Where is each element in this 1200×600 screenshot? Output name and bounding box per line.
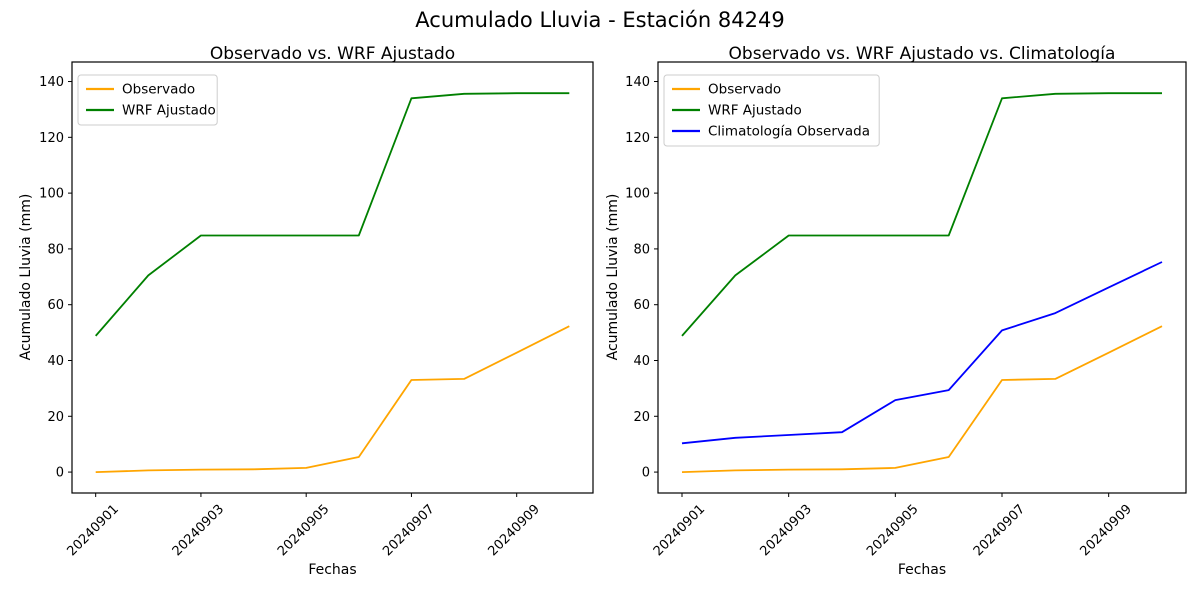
y-tick-label: 0 [56,466,64,481]
y-tick-label: 120 [625,131,650,146]
plot-border [71,61,594,494]
y-tick-label: 20 [47,410,64,425]
y-tick-label: 0 [642,466,650,481]
x-tick-label: 20240903 [170,502,227,559]
y-tick-label: 80 [633,242,650,257]
legend-label: WRF Ajustado [708,103,802,119]
x-tick-label: 20240901 [65,502,122,559]
y-tick-label: 40 [47,354,64,369]
x-tick-label: 20240905 [864,502,921,559]
legend-label: Observado [708,82,781,98]
x-axis-label: Fechas [897,562,947,578]
x-tick-label: 20240905 [275,502,332,559]
series-line-wrf-ajustado [95,92,570,337]
y-tick-label: 140 [39,75,64,90]
y-axis-label: Acumulado Lluvia (mm) [18,193,34,361]
series-line-climatolog-a-observada [681,261,1163,445]
subplot-observado-wrf-climatologia: 0 20 40 60 80 100 120 140 20240901 20240903 202409… [600,0,1200,600]
y-tick-label: 120 [39,131,64,146]
y-tick-label: 140 [625,75,650,90]
y-tick-label: 60 [633,298,650,313]
series-line-observado [681,325,1163,473]
legend-label: Observado [122,82,195,98]
y-tick-label: 60 [47,298,64,313]
x-axis-ticks: 20240901 20240903 20240905 20240907 20240909 [651,493,1135,559]
legend-frame [77,74,218,126]
y-tick-label: 100 [625,187,650,202]
x-tick-label: 20240901 [651,502,708,559]
legend-frame [663,74,880,147]
y-axis-ticks: 0 20 40 60 80 100 120 140 [39,75,72,481]
plot-border [657,61,1187,494]
series-line-observado [95,325,570,473]
series-line-wrf-ajustado [681,92,1162,337]
subplot-title: Observado vs. WRF Ajustado [209,44,456,64]
x-tick-label: 20240907 [971,502,1028,559]
legend-label: Climatología Observada [708,124,870,140]
x-tick-label: 20240907 [380,502,437,559]
figure-title: Acumulado Lluvia - Estación 84249 [415,8,785,32]
legend: Observado WRF Ajustado Climatología Observ… [663,74,880,147]
y-tick-label: 20 [633,410,650,425]
x-tick-label: 20240909 [486,502,543,559]
y-tick-label: 80 [47,242,64,257]
y-axis-ticks: 0 20 40 60 80 100 120 140 [625,75,658,481]
x-tick-label: 20240903 [757,502,814,559]
y-axis-label: Acumulado Lluvia (mm) [605,193,621,361]
x-axis-ticks: 20240901 20240903 20240905 20240907 20240909 [65,493,543,559]
x-tick-label: 20240909 [1077,502,1134,559]
subplot-title: Observado vs. WRF Ajustado vs. Climatolo… [728,44,1116,64]
y-tick-label: 40 [633,354,650,369]
y-tick-label: 100 [39,187,64,202]
legend: Observado WRF Ajustado [77,74,218,126]
x-axis-label: Fechas [308,562,357,578]
legend-label: WRF Ajustado [122,103,216,119]
subplot-observado-vs-wrf: 0 20 40 60 80 100 120 140 20240901 20240903 202409… [18,44,594,578]
